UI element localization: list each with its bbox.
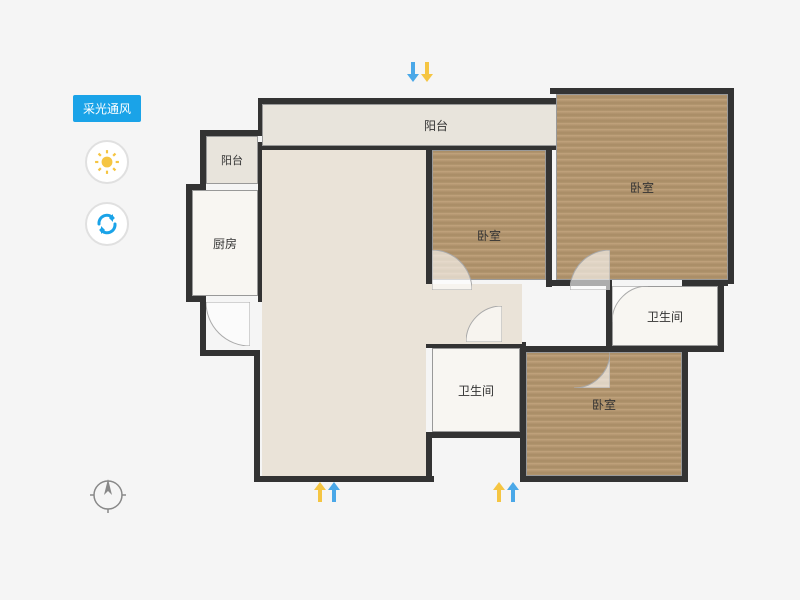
- room-label: 卧室: [477, 227, 501, 244]
- room-balcony-small: 阳台: [206, 136, 258, 184]
- room-label: 卧室: [630, 179, 654, 196]
- room-bathroom1: 卫生间: [432, 348, 520, 432]
- arrow-up-blue-icon: [328, 482, 340, 502]
- sun-button[interactable]: [85, 140, 129, 184]
- sun-icon: [94, 149, 120, 175]
- airflow-arrows-top: [407, 62, 433, 82]
- room-label: 厨房: [213, 235, 237, 252]
- compass-icon: [88, 475, 128, 515]
- room-kitchen: 厨房: [192, 190, 258, 296]
- door-arc-icon: [574, 352, 610, 388]
- lighting-ventilation-badge: 采光通风: [73, 95, 141, 122]
- door-arc-icon: [570, 250, 610, 290]
- room-label: 卫生间: [458, 382, 494, 399]
- refresh-icon: [95, 212, 119, 236]
- door-arc-icon: [466, 306, 502, 342]
- refresh-button[interactable]: [85, 202, 129, 246]
- room-label: 卫生间: [647, 308, 683, 325]
- arrow-down-yellow-icon: [421, 62, 433, 82]
- room-label: 阳台: [424, 117, 448, 134]
- room-label: 卧室: [592, 396, 616, 413]
- arrow-up-yellow-icon: [493, 482, 505, 502]
- airflow-arrows-bottom-left: [314, 482, 340, 502]
- arrow-up-yellow-icon: [314, 482, 326, 502]
- sidebar: 采光通风: [72, 95, 142, 246]
- floorplan: 阳台 阳台 厨房 客餐厅 卧室 卧室 卫生间 卫生间 卧室: [190, 92, 730, 482]
- airflow-arrows-bottom-right: [493, 482, 519, 502]
- door-arc-icon: [206, 302, 250, 346]
- room-label: 阳台: [221, 152, 243, 168]
- door-arc-icon: [432, 250, 472, 290]
- door-arc-icon: [612, 286, 648, 322]
- arrow-down-blue-icon: [407, 62, 419, 82]
- arrow-up-blue-icon: [507, 482, 519, 502]
